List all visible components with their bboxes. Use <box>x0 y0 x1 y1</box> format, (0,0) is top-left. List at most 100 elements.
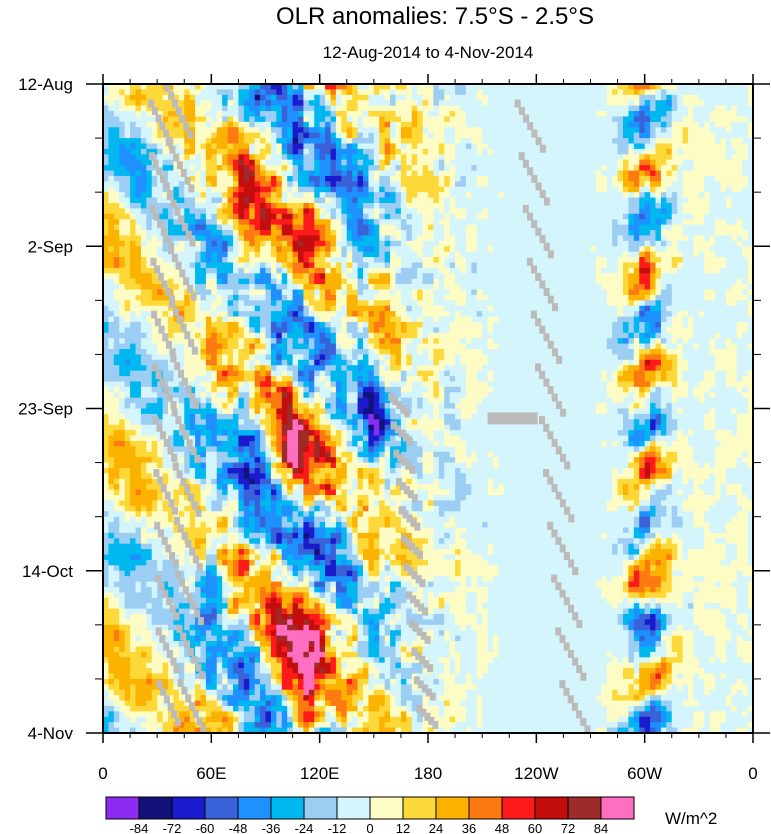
heatmap-cell <box>493 235 500 242</box>
heatmap-cell <box>568 111 575 118</box>
heatmap-cell <box>254 121 261 128</box>
heatmap-cell <box>433 251 440 258</box>
heatmap-cell <box>411 240 418 247</box>
heatmap-cell <box>135 197 142 204</box>
heatmap-cell <box>493 181 500 188</box>
heatmap-cell <box>650 192 657 199</box>
heatmap-cell <box>715 246 722 253</box>
heatmap-cell <box>438 240 445 247</box>
heatmap-cell <box>270 143 277 150</box>
heatmap-cell <box>509 197 516 204</box>
heatmap-cell <box>617 262 624 269</box>
heatmap-cell <box>590 192 597 199</box>
heatmap-cell <box>736 284 743 291</box>
heatmap-cell <box>200 127 207 134</box>
heatmap-cell <box>189 219 196 226</box>
heatmap-cell <box>428 116 435 123</box>
heatmap-cell <box>704 273 711 280</box>
heatmap-cell <box>509 257 516 264</box>
heatmap-cell <box>704 170 711 177</box>
heatmap-cell <box>243 84 250 91</box>
heatmap-cell <box>298 127 305 134</box>
heatmap-cell <box>655 127 662 134</box>
heatmap-cell <box>308 94 315 101</box>
heatmap-cell <box>433 235 440 242</box>
heatmap-cell <box>704 300 711 307</box>
heatmap-cell <box>314 121 321 128</box>
heatmap-cell <box>368 273 375 280</box>
heatmap-cell <box>666 246 673 253</box>
heatmap-cell <box>612 84 619 91</box>
heatmap-cell <box>574 148 581 155</box>
heatmap-cell <box>444 138 451 145</box>
heatmap-cell <box>292 116 299 123</box>
heatmap-cell <box>330 257 337 264</box>
heatmap-cell <box>520 84 527 91</box>
heatmap-cell <box>498 159 505 166</box>
heatmap-cell <box>319 94 326 101</box>
heatmap-cell <box>270 257 277 264</box>
heatmap-cell <box>682 127 689 134</box>
heatmap-cell <box>308 170 315 177</box>
heatmap-cell <box>189 148 196 155</box>
heatmap-cell <box>660 89 667 96</box>
heatmap-cell <box>308 278 315 285</box>
heatmap-cell <box>379 175 386 182</box>
heatmap-cell <box>314 267 321 274</box>
heatmap-cell <box>357 100 364 107</box>
heatmap-cell <box>227 240 234 247</box>
heatmap-cell <box>249 111 256 118</box>
heatmap-cell <box>563 208 570 215</box>
heatmap-cell <box>395 251 402 258</box>
heatmap-cell <box>287 89 294 96</box>
heatmap-cell <box>552 100 559 107</box>
heatmap-cell <box>612 175 619 182</box>
heatmap-cell <box>509 273 516 280</box>
heatmap-cell <box>731 148 738 155</box>
heatmap-cell <box>406 289 413 296</box>
heatmap-cell <box>536 121 543 128</box>
heatmap-cell <box>585 230 592 237</box>
heatmap-cell <box>530 111 537 118</box>
heatmap-cell <box>417 202 424 209</box>
heatmap-cell <box>449 181 456 188</box>
heatmap-cell <box>417 89 424 96</box>
heatmap-cell <box>363 284 370 291</box>
heatmap-cell <box>460 111 467 118</box>
heatmap-cell <box>168 213 175 220</box>
heatmap-cell <box>390 148 397 155</box>
heatmap-cell <box>558 111 565 118</box>
heatmap-cell <box>357 257 364 264</box>
heatmap-cell <box>650 181 657 188</box>
heatmap-cell <box>633 294 640 301</box>
heatmap-cell <box>330 251 337 258</box>
heatmap-cell <box>682 213 689 220</box>
heatmap-cell <box>233 213 240 220</box>
heatmap-cell <box>579 165 586 172</box>
heatmap-cell <box>704 208 711 215</box>
heatmap-cell <box>449 257 456 264</box>
heatmap-cell <box>265 235 272 242</box>
heatmap-cell <box>124 267 131 274</box>
heatmap-cell <box>135 235 142 242</box>
heatmap-cell <box>406 273 413 280</box>
heatmap-cell <box>720 267 727 274</box>
heatmap-cell <box>124 224 131 231</box>
heatmap-cell <box>731 186 738 193</box>
heatmap-cell <box>558 132 565 139</box>
heatmap-cell <box>113 186 120 193</box>
heatmap-cell <box>281 111 288 118</box>
heatmap-cell <box>216 230 223 237</box>
heatmap-cell <box>363 219 370 226</box>
heatmap-cell <box>525 235 532 242</box>
heatmap-cell <box>476 294 483 301</box>
heatmap-cell <box>715 181 722 188</box>
heatmap-cell <box>552 181 559 188</box>
heatmap-cell <box>151 219 158 226</box>
heatmap-cell <box>623 284 630 291</box>
heatmap-cell <box>146 224 153 231</box>
heatmap-cell <box>249 235 256 242</box>
heatmap-cell <box>671 116 678 123</box>
heatmap-cell <box>303 105 310 112</box>
heatmap-cell <box>715 89 722 96</box>
